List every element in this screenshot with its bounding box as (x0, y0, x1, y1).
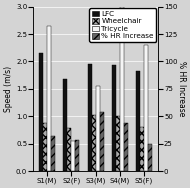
Bar (136, 71, 140, 171)
Bar (96, 86, 100, 171)
Bar (47, 26, 51, 171)
Bar (116, 116, 120, 171)
Bar (112, 65, 116, 171)
Bar (67, 128, 71, 171)
Bar (148, 144, 152, 171)
Bar (120, 7, 124, 171)
Y-axis label: Speed (m/s): Speed (m/s) (4, 66, 13, 112)
Bar (75, 140, 79, 171)
Y-axis label: % HR Increase: % HR Increase (177, 61, 186, 117)
Bar (140, 127, 144, 171)
Bar (124, 123, 128, 171)
Bar (92, 115, 96, 171)
Legend: LFC, Wheelchair, Tricycle, % HR Increase: LFC, Wheelchair, Tricycle, % HR Increase (89, 8, 156, 42)
Bar (100, 112, 104, 171)
Bar (63, 79, 67, 171)
Bar (39, 53, 43, 171)
Bar (144, 45, 148, 171)
Bar (71, 141, 75, 171)
Bar (51, 136, 55, 171)
Bar (43, 123, 47, 171)
Bar (88, 64, 92, 171)
